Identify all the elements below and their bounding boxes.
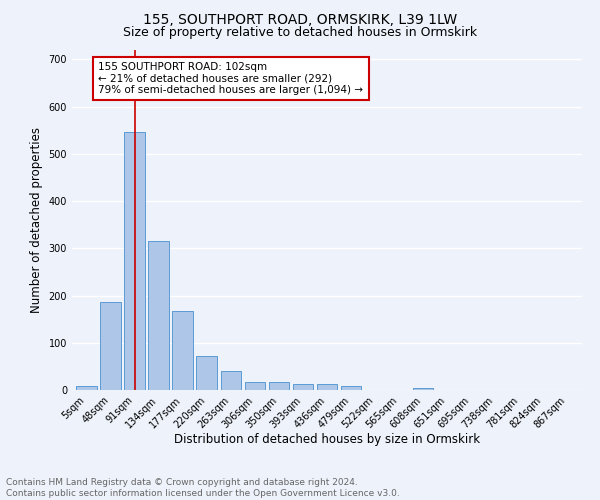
- Bar: [76, 386, 97, 390]
- Text: Size of property relative to detached houses in Ormskirk: Size of property relative to detached ho…: [123, 26, 477, 39]
- Bar: [124, 132, 145, 390]
- Bar: [221, 371, 241, 390]
- Bar: [245, 382, 265, 390]
- Bar: [317, 384, 337, 390]
- Text: Contains HM Land Registry data © Crown copyright and database right 2024.
Contai: Contains HM Land Registry data © Crown c…: [6, 478, 400, 498]
- Bar: [341, 386, 361, 390]
- Bar: [100, 302, 121, 390]
- Bar: [148, 242, 169, 390]
- Text: 155 SOUTHPORT ROAD: 102sqm
← 21% of detached houses are smaller (292)
79% of sem: 155 SOUTHPORT ROAD: 102sqm ← 21% of deta…: [98, 62, 364, 95]
- Bar: [196, 356, 217, 390]
- Bar: [269, 382, 289, 390]
- Text: 155, SOUTHPORT ROAD, ORMSKIRK, L39 1LW: 155, SOUTHPORT ROAD, ORMSKIRK, L39 1LW: [143, 12, 457, 26]
- Bar: [413, 388, 433, 390]
- Y-axis label: Number of detached properties: Number of detached properties: [30, 127, 43, 313]
- Bar: [172, 310, 193, 390]
- Bar: [293, 384, 313, 390]
- X-axis label: Distribution of detached houses by size in Ormskirk: Distribution of detached houses by size …: [174, 432, 480, 446]
